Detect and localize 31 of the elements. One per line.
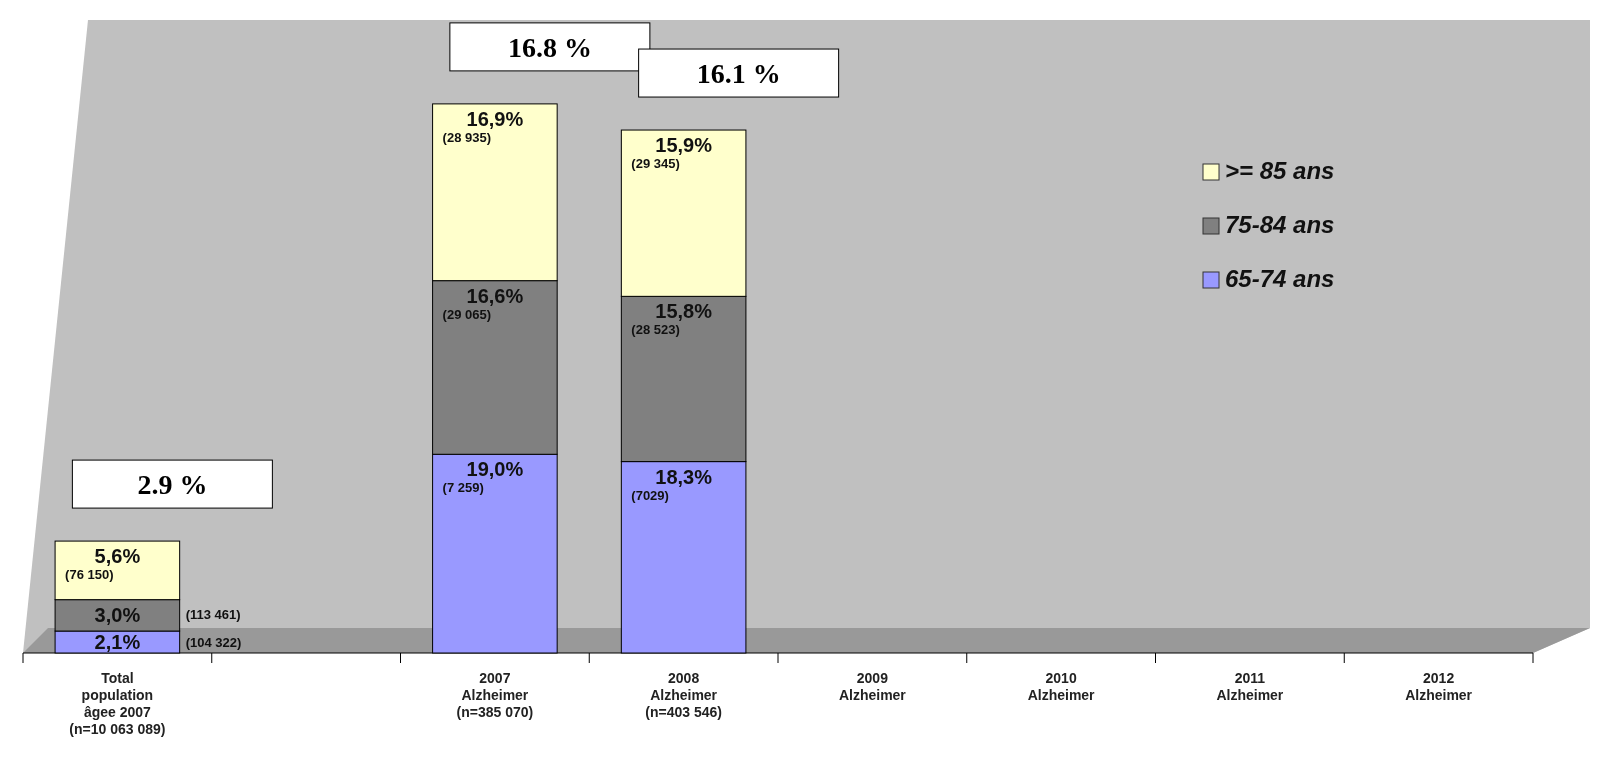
x-tick-label: 2010 Alzheimer [1027,670,1096,703]
annotation: (29 345) [631,156,680,172]
annotation: 16.1 % [696,58,781,90]
data-label: 5,6% [94,545,141,568]
x-tick-label: 2007 Alzheimer (n=385 070) [456,670,534,720]
data-label: 18,3% [655,465,713,488]
annotation: (29 065) [442,306,492,322]
annotation: (7 259) [442,480,484,496]
data-label: 3,0% [94,604,141,627]
legend-label: >= 85 ans [1225,157,1335,184]
x-tick-label: Total population âgee 2007 (n=10 063 089) [69,670,166,737]
annotation: 2.9 % [137,469,208,501]
data-label: 16,9% [466,107,524,130]
legend-label: 65-74 ans [1225,265,1335,292]
data-label: 15,9% [655,134,713,157]
x-tick-label: 2011 Alzheimer [1216,670,1284,703]
annotation: (28 523) [631,322,680,338]
annotation: (28 935) [442,129,492,145]
data-label: 16,6% [466,284,524,307]
legend-label: 75-84 ans [1225,211,1335,238]
annotation: (7029) [631,487,669,503]
x-tick-label: 2009 Alzheimer [838,670,907,703]
annotation: (104 322) [185,635,242,650]
data-label: 2,1% [94,631,141,654]
x-tick-label: 2008 Alzheimer (n=403 546) [645,670,722,720]
x-tick-label: 2012 Alzheimer [1405,670,1473,703]
annotation: (76 150) [65,567,114,583]
annotation: 16.8 % [507,31,592,63]
data-label: 15,8% [655,300,713,323]
annotation: (113 461) [185,607,241,622]
data-label: 19,0% [466,458,524,481]
